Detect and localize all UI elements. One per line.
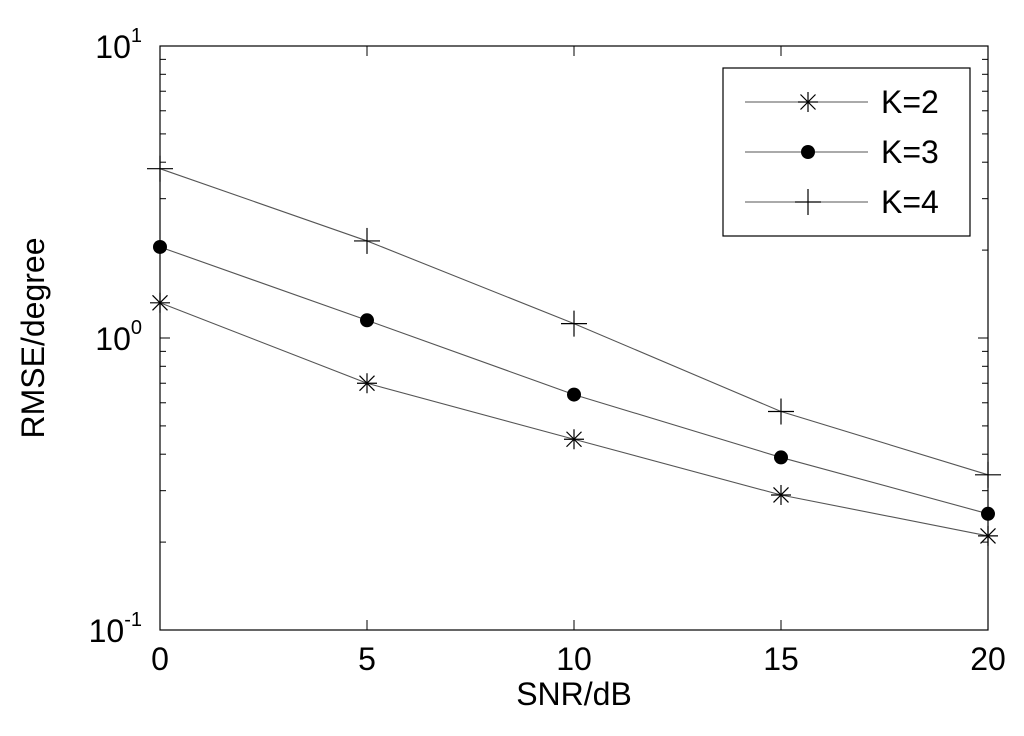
data-point xyxy=(564,429,584,450)
x-tick-labels: 0 5 10 15 20 xyxy=(151,641,1006,677)
legend-entry: K=4 xyxy=(745,184,939,220)
data-point xyxy=(771,484,791,505)
data-point xyxy=(975,461,1001,488)
data-point xyxy=(147,155,173,182)
legend-label: K=2 xyxy=(881,84,939,120)
filled-circle-marker xyxy=(801,145,815,159)
y-tick-label: 101 xyxy=(95,25,142,65)
data-point xyxy=(354,227,380,254)
x-axis-label: SNR/dB xyxy=(516,676,632,712)
legend-entry: K=2 xyxy=(745,84,939,120)
series-K=2 xyxy=(150,292,998,546)
y-tick-label: 100 xyxy=(95,317,142,357)
x-tick-label: 0 xyxy=(151,641,169,677)
series-line xyxy=(159,302,989,537)
y-tick-label: 10-1 xyxy=(89,609,142,649)
series-K=4 xyxy=(147,155,1001,488)
legend-label: K=3 xyxy=(881,134,939,170)
data-point xyxy=(567,387,581,402)
axis-major-ticks xyxy=(159,45,989,631)
x-tick-label: 20 xyxy=(970,641,1006,677)
data-point xyxy=(981,506,995,521)
series-layer xyxy=(147,155,1001,546)
y-tick-labels: 10-1 100 101 xyxy=(89,25,142,649)
y-axis-label: RMSE/degree xyxy=(15,238,51,439)
legend-entry: K=3 xyxy=(745,134,939,170)
data-point xyxy=(360,313,374,328)
asterisk-marker xyxy=(798,92,818,112)
data-point xyxy=(978,525,998,546)
data-point xyxy=(357,373,377,394)
legend: K=2 K=3 K=4 xyxy=(722,67,971,237)
legend-label: K=4 xyxy=(881,184,939,220)
data-point xyxy=(561,310,587,337)
data-point xyxy=(768,398,794,425)
data-point xyxy=(150,292,170,313)
x-tick-label: 10 xyxy=(556,641,592,677)
data-point xyxy=(153,239,167,254)
x-tick-label: 5 xyxy=(358,641,376,677)
x-tick-label: 15 xyxy=(763,641,799,677)
series-K=3 xyxy=(153,239,995,521)
data-point xyxy=(774,450,788,465)
plus-marker xyxy=(795,189,821,215)
series-line xyxy=(159,246,989,515)
